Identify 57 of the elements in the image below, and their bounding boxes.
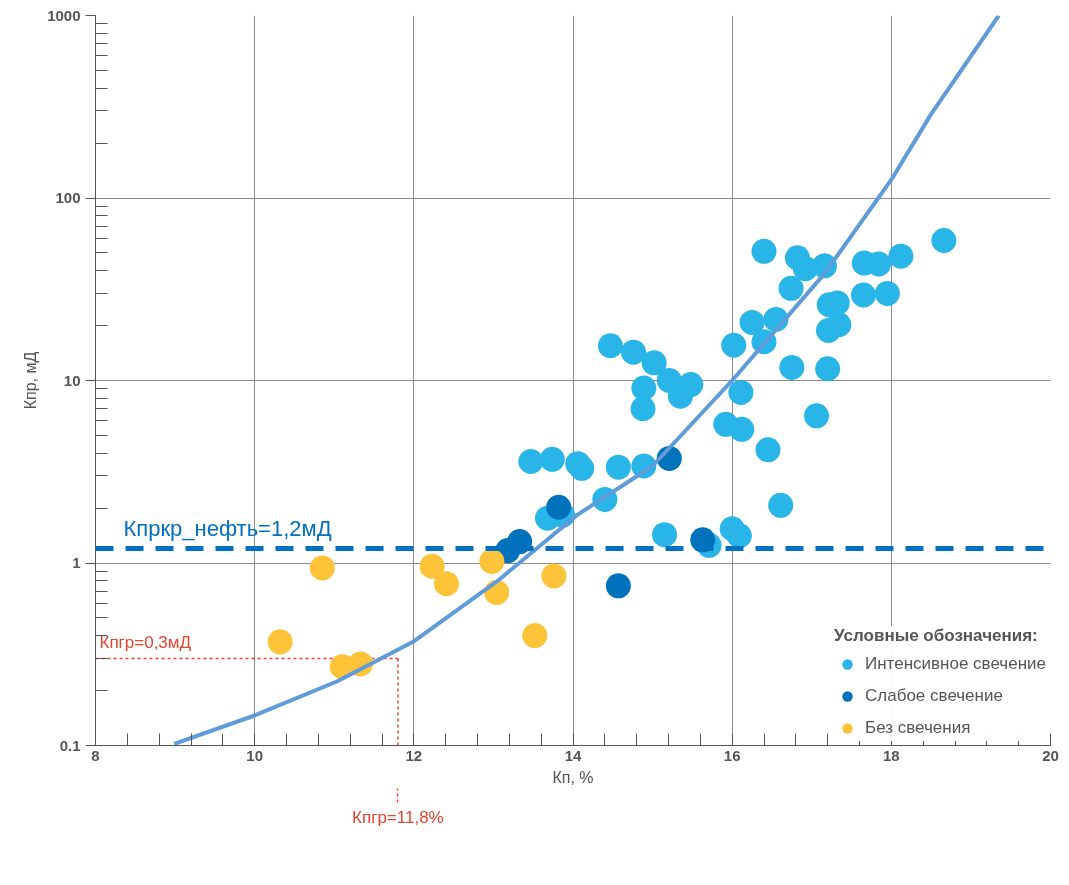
point <box>541 563 567 589</box>
point <box>815 356 841 382</box>
y-tick-label: 0.1 <box>59 736 81 754</box>
y-axis-title: Кпр, мД <box>22 351 40 410</box>
legend-title: Условные обозначения: <box>834 626 1039 646</box>
point <box>678 372 704 398</box>
point <box>768 492 794 518</box>
point <box>755 437 781 463</box>
point <box>931 228 957 253</box>
x-tick-label: 8 <box>91 746 100 764</box>
y-tick-label: 1000 <box>47 6 81 24</box>
ref-line-label: Кпгр=0,3мД <box>99 633 192 653</box>
point <box>620 339 646 365</box>
point <box>728 379 754 405</box>
point <box>826 312 852 338</box>
point <box>804 403 830 429</box>
point <box>874 280 900 306</box>
legend-label: Без свечения <box>865 718 971 738</box>
point <box>778 275 804 301</box>
legend-label: Слабое свечение <box>865 686 1003 706</box>
y-tick-label: 1 <box>72 554 81 571</box>
ref-line-label: Кпгр=11,8% <box>352 807 444 827</box>
point <box>630 396 656 422</box>
legend-label: Интенсивное свечение <box>865 654 1046 674</box>
x-tick-label: 16 <box>723 746 741 764</box>
point <box>631 375 657 401</box>
point <box>605 454 631 480</box>
point <box>597 333 623 359</box>
ref-line-label: Кпркр_нефть=1,2мД <box>123 515 332 541</box>
point <box>888 243 914 269</box>
point <box>522 623 548 649</box>
point <box>433 571 459 597</box>
point <box>641 350 667 376</box>
point <box>539 446 565 472</box>
point <box>518 449 544 474</box>
point <box>267 629 293 655</box>
x-tick-label: 14 <box>564 746 582 764</box>
x-tick-label: 18 <box>882 746 900 764</box>
point <box>419 553 445 579</box>
x-tick-label: 10 <box>246 746 264 764</box>
y-tick-label: 100 <box>55 189 81 206</box>
point <box>739 309 765 335</box>
point <box>779 354 805 380</box>
point <box>652 522 678 548</box>
y-tick-label: 10 <box>63 371 81 389</box>
point <box>729 416 755 442</box>
x-tick-label: 20 <box>1042 746 1059 764</box>
x-axis-title: Кп, % <box>552 768 594 786</box>
point <box>605 573 631 599</box>
x-tick-label: 12 <box>405 746 423 764</box>
point <box>721 332 747 358</box>
point <box>850 282 876 308</box>
point <box>309 555 335 581</box>
point <box>751 238 777 264</box>
point <box>726 523 752 549</box>
point <box>546 494 572 520</box>
point <box>479 548 505 574</box>
